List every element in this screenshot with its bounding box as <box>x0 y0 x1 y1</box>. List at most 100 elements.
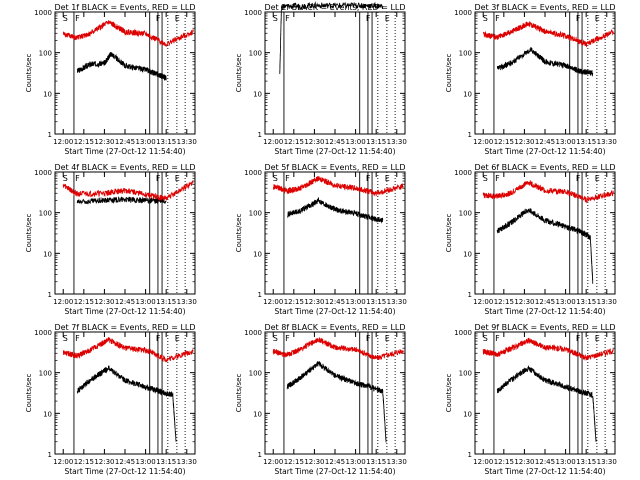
x-tick-label: 12:15 <box>74 298 94 306</box>
y-tick-label: 10 <box>253 250 262 258</box>
events-series-line <box>496 208 594 284</box>
panel-title: Det 8f BLACK = Events, RED = LLD <box>264 323 405 332</box>
x-axis-label: Start Time (27-Oct-12 11:54:40) <box>274 147 395 156</box>
x-tick-label: 12:30 <box>514 138 534 146</box>
x-tick-label: 13:15 <box>156 458 176 466</box>
y-tick-label: 1 <box>48 291 52 299</box>
lld-series-line <box>482 337 614 361</box>
x-tick-label: 12:45 <box>325 138 345 146</box>
lld-series-line <box>62 180 194 202</box>
x-tick-label: 13:15 <box>576 298 596 306</box>
marker-letter: S <box>63 14 68 23</box>
y-tick-label: 1 <box>258 131 262 139</box>
y-tick-label: 1000 <box>454 9 472 17</box>
x-tick-label: 13:30 <box>387 138 407 146</box>
y-tick-label: 100 <box>39 50 52 58</box>
x-axis-label: Start Time (27-Oct-12 11:54:40) <box>64 147 185 156</box>
x-axis-label: Start Time (27-Oct-12 11:54:40) <box>274 467 395 476</box>
x-tick-label: 13:00 <box>555 298 575 306</box>
x-tick-label: 12:45 <box>115 138 135 146</box>
marker-letter: F <box>285 174 290 183</box>
marker-letter: E <box>595 334 600 343</box>
y-axis-label: Counts/sec <box>445 214 453 253</box>
marker-letter: E <box>175 334 180 343</box>
y-tick-label: 10 <box>43 90 52 98</box>
marker-letter: S <box>273 174 278 183</box>
x-tick-label: 12:15 <box>494 138 514 146</box>
x-tick-label: 12:30 <box>94 138 114 146</box>
x-tick-label: 13:00 <box>135 298 155 306</box>
x-tick-label: 12:30 <box>304 138 324 146</box>
y-tick-label: 10 <box>463 90 472 98</box>
marker-letter: E <box>595 174 600 183</box>
x-tick-label: 12:45 <box>535 298 555 306</box>
x-tick-label: 13:00 <box>345 298 365 306</box>
detector-panel-4: Det 4f BLACK = Events, RED = LLD Counts/s… <box>25 163 197 316</box>
y-tick-label: 1000 <box>34 9 52 17</box>
y-tick-label: 1 <box>468 291 472 299</box>
x-tick-label: 12:45 <box>325 298 345 306</box>
marker-letter: E <box>175 14 180 23</box>
events-series-line <box>76 365 177 442</box>
x-tick-label: 13:15 <box>576 138 596 146</box>
x-tick-label: 13:15 <box>576 458 596 466</box>
panel-title: Det 3f BLACK = Events, RED = LLD <box>474 3 615 12</box>
x-tick-label: 13:00 <box>555 458 575 466</box>
panel-title: Det 4f BLACK = Events, RED = LLD <box>54 163 195 172</box>
y-tick-label: 100 <box>249 50 262 58</box>
marker-letter: S <box>483 334 488 343</box>
y-axis-label: Counts/sec <box>235 214 243 253</box>
y-axis-label: Counts/sec <box>25 54 33 93</box>
detector-panel-5: Det 5f BLACK = Events, RED = LLD Counts/s… <box>235 163 407 316</box>
marker-letter: F <box>156 14 161 23</box>
x-tick-label: 12:00 <box>473 138 493 146</box>
y-tick-label: 1 <box>48 451 52 459</box>
y-tick-label: 1 <box>258 291 262 299</box>
plot-frame <box>264 11 406 135</box>
marker-letter: S <box>273 334 278 343</box>
x-tick-label: 12:15 <box>74 458 94 466</box>
y-tick-label: 1000 <box>244 329 262 337</box>
x-tick-label: 13:30 <box>387 298 407 306</box>
x-tick-label: 12:45 <box>115 298 135 306</box>
marker-letter: F <box>495 174 500 183</box>
x-tick-label: 13:30 <box>177 138 197 146</box>
y-tick-label: 100 <box>249 210 262 218</box>
x-tick-label: 12:15 <box>74 138 94 146</box>
x-tick-label: 12:30 <box>94 298 114 306</box>
events-series-line <box>496 365 597 442</box>
y-tick-label: 1000 <box>34 169 52 177</box>
plot-frame <box>264 331 406 455</box>
marker-letter: S <box>483 174 488 183</box>
y-tick-label: 10 <box>463 250 472 258</box>
marker-letter: F <box>156 334 161 343</box>
events-series-line <box>286 361 387 443</box>
panel-title: Det 6f BLACK = Events, RED = LLD <box>474 163 615 172</box>
y-tick-label: 1000 <box>34 329 52 337</box>
panel-title: Det 2f BLACK = Events, RED = LLD <box>264 3 405 12</box>
marker-letter: S <box>273 14 278 23</box>
x-tick-label: 13:15 <box>156 298 176 306</box>
marker-letter: E <box>385 14 390 23</box>
marker-letter: S <box>63 334 68 343</box>
detector-panel-2: Det 2f BLACK = Events, RED = LLD Counts/s… <box>235 1 407 156</box>
lld-series-line <box>62 20 194 47</box>
detector-panel-9: Det 9f BLACK = Events, RED = LLD Counts/s… <box>445 323 617 476</box>
x-tick-label: 13:00 <box>345 458 365 466</box>
y-tick-label: 1000 <box>454 169 472 177</box>
x-axis-label: Start Time (27-Oct-12 11:54:40) <box>274 307 395 316</box>
x-tick-label: 13:30 <box>177 298 197 306</box>
detector-panel-1: Det 1f BLACK = Events, RED = LLD Counts/s… <box>25 3 197 156</box>
panel-title: Det 7f BLACK = Events, RED = LLD <box>54 323 195 332</box>
plot-frame <box>474 331 616 455</box>
x-tick-label: 13:15 <box>156 138 176 146</box>
y-tick-label: 1 <box>258 451 262 459</box>
x-tick-label: 12:00 <box>473 298 493 306</box>
y-axis-label: Counts/sec <box>445 54 453 93</box>
y-tick-label: 1 <box>48 131 52 139</box>
lld-series-line <box>482 180 614 204</box>
marker-letter: F <box>285 14 290 23</box>
x-tick-label: 13:30 <box>597 138 617 146</box>
x-tick-label: 12:45 <box>535 458 555 466</box>
